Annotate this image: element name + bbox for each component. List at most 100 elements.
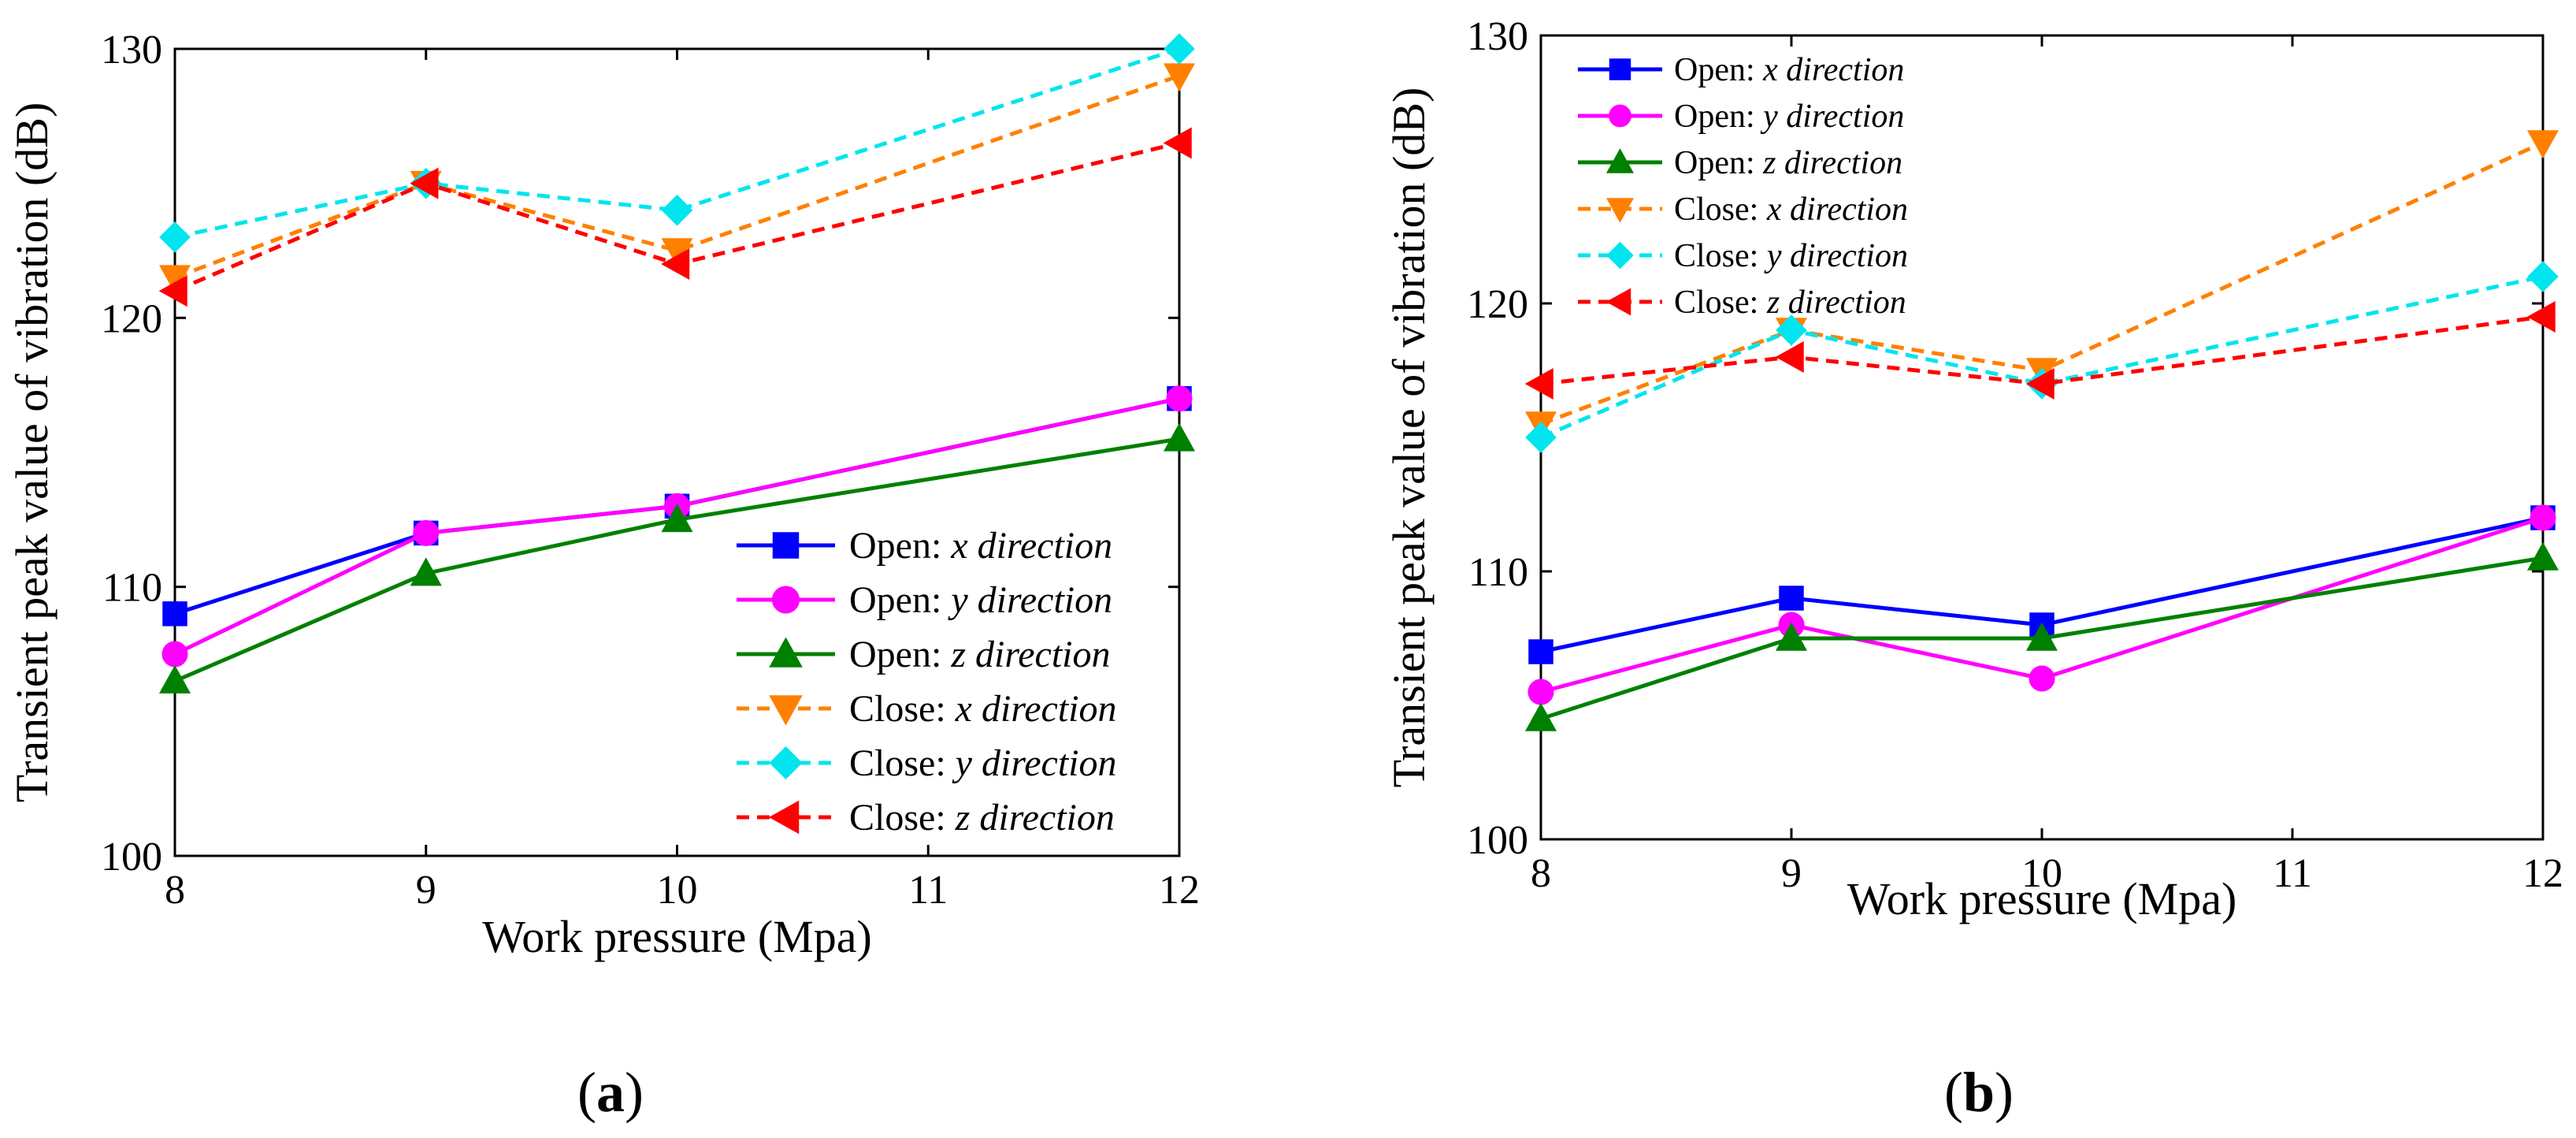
chart-panel-a: 8 9 10 11 12 100 110 120 130 Work pressure (Mpa) T… [6, 28, 1200, 1124]
data-point [1524, 702, 1557, 731]
legend-direction: x direction [950, 525, 1112, 567]
series-line [1540, 274, 2544, 440]
data-point [1163, 63, 1196, 92]
legend-direction: x direction [955, 688, 1117, 730]
y-tick-label: 120 [101, 296, 162, 341]
data-point [1779, 586, 1804, 611]
legend-entry: Close: y direction [849, 742, 1117, 784]
legend-entry: Open: z direction [849, 634, 1111, 675]
y-tick-label: 110 [1468, 550, 1528, 595]
data-point [159, 221, 191, 253]
legend-direction: z direction [955, 797, 1115, 839]
data-point [2526, 130, 2559, 159]
chart-panel-b: 8 9 10 11 12 100 110 120 130 Work pressure (Mpa) T… [1383, 14, 2563, 1124]
series-2 [1524, 541, 2559, 731]
legend-marker [1609, 58, 1631, 80]
y-tick-label: 130 [101, 28, 162, 73]
legend-direction: y direction [947, 579, 1112, 621]
legend-prefix: Open: [849, 525, 951, 567]
series-line [1540, 515, 2544, 654]
data-point [413, 519, 440, 546]
series-line [1540, 314, 2544, 386]
y-axis-title: Transient peak value of vibration (dB) [1383, 87, 1435, 788]
legend-entry: Open: x direction [1674, 52, 1904, 88]
data-point [1163, 422, 1196, 452]
data-point [661, 504, 693, 533]
legend-marker [769, 746, 803, 780]
legend-marker [771, 586, 800, 614]
plot-frame [173, 47, 1181, 857]
data-point [2527, 261, 2559, 292]
data-point [1525, 422, 1557, 453]
legend-marker [768, 800, 800, 835]
x-axis-title: Work pressure (Mpa) [1847, 873, 2237, 924]
x-tick-label: 12 [1159, 868, 1200, 913]
legend-prefix: Open: [1674, 52, 1763, 88]
series-line [174, 46, 1180, 240]
panel-label: (a) [577, 1061, 644, 1124]
legend-marker [769, 695, 803, 726]
y-tick-label: 130 [1467, 14, 1528, 59]
legend-direction: x direction [1762, 52, 1904, 88]
x-tick-label: 11 [2273, 851, 2312, 896]
legend-entry: Close: z direction [849, 797, 1115, 839]
y-axis-title: Transient peak value of vibration (dB) [6, 102, 58, 803]
data-point [1166, 385, 1193, 412]
data-point [162, 601, 187, 627]
legend-prefix: Close: [1674, 284, 1767, 321]
series-line [1540, 140, 2544, 426]
x-tick-label: 10 [2021, 851, 2062, 896]
data-point [1164, 33, 1195, 65]
data-point [1163, 127, 1192, 159]
legend-marker [1609, 104, 1631, 128]
legend-direction: x direction [1766, 192, 1908, 228]
legend-marker [769, 637, 803, 668]
data-point [1527, 679, 1554, 705]
legend-entry: Open: x direction [849, 525, 1112, 567]
data-point [661, 194, 693, 226]
x-tick-label: 9 [1781, 851, 1802, 896]
legend-prefix: Open: [1674, 99, 1763, 135]
series-4 [1525, 261, 2559, 453]
y-tick-label: 110 [102, 566, 162, 611]
x-tick-label: 8 [165, 868, 185, 913]
x-tick-label: 11 [908, 868, 948, 913]
legend-prefix: Close: [1674, 238, 1767, 274]
series-line [173, 396, 1180, 656]
legend-prefix: Close: [849, 688, 956, 730]
x-tick-label: 10 [657, 868, 698, 913]
data-point [1776, 314, 1807, 346]
y-tick-label: 120 [1467, 282, 1528, 327]
x-tick-label: 9 [416, 868, 436, 913]
panel-letter: a [596, 1061, 625, 1124]
series-4 [159, 33, 1195, 253]
legend-prefix: Close: [849, 797, 956, 839]
legend-direction: y direction [952, 742, 1117, 784]
y-tick-label: 100 [1467, 818, 1528, 863]
x-tick-label: 12 [2522, 851, 2563, 896]
y-tick-label: 100 [101, 835, 162, 880]
legend-marker [1605, 148, 1635, 173]
legend-prefix: Close: [1674, 192, 1767, 228]
x-axis-title: Work pressure (Mpa) [482, 911, 872, 962]
data-point [2526, 300, 2556, 333]
series-line [174, 73, 1180, 280]
x-tick-label: 8 [1531, 851, 1551, 896]
legend-entry: Open: y direction [849, 579, 1112, 621]
legend-prefix: Open: [849, 634, 951, 675]
legend-direction: z direction [1762, 145, 1902, 181]
legend-entry: Close: y direction [1674, 238, 1908, 274]
series-1 [161, 385, 1193, 668]
legend-direction: z direction [1766, 284, 1906, 321]
data-point [410, 557, 442, 586]
legend-direction: z direction [950, 634, 1110, 675]
data-point [1524, 367, 1553, 400]
data-point [2029, 665, 2055, 692]
data-point [410, 167, 439, 199]
legend-marker [1606, 241, 1634, 270]
data-point [161, 641, 188, 668]
legend-marker [772, 532, 800, 559]
panel-letter: b [1963, 1061, 1995, 1124]
